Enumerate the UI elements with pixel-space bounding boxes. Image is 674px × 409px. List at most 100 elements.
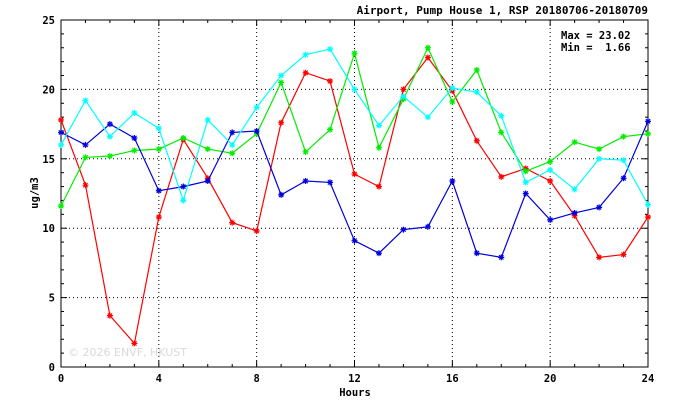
data-point <box>253 128 260 135</box>
y-axis: 0 5 10 15 20 25 <box>42 15 648 374</box>
data-point <box>351 86 358 93</box>
data-point <box>473 66 480 73</box>
data-point <box>82 182 89 189</box>
data-point <box>645 118 651 125</box>
x-tick-label: 0 <box>58 373 64 385</box>
data-point <box>473 137 480 144</box>
data-point <box>82 141 89 148</box>
data-point <box>375 122 382 129</box>
y-tick-label: 5 <box>49 293 55 305</box>
y-tick-label: 0 <box>49 362 55 374</box>
data-point <box>302 51 309 58</box>
data-point <box>424 54 431 61</box>
data-point <box>327 78 334 85</box>
data-point <box>375 144 382 151</box>
data-point <box>424 44 431 51</box>
data-point <box>155 187 162 194</box>
data-point <box>204 178 211 185</box>
data-point <box>547 216 554 223</box>
data-point <box>400 86 407 93</box>
series-4 <box>58 46 651 208</box>
data-point <box>620 251 627 258</box>
data-point <box>302 148 309 155</box>
data-point <box>400 226 407 233</box>
y-axis-label: ug/m3 <box>29 177 41 209</box>
series-3 <box>58 118 651 261</box>
data-point <box>278 191 285 198</box>
x-tick-label: 8 <box>254 373 260 385</box>
data-point <box>155 214 162 221</box>
data-point <box>229 141 236 148</box>
data-point <box>229 129 236 136</box>
data-point <box>473 250 480 257</box>
data-point <box>131 147 138 154</box>
data-point <box>302 69 309 76</box>
data-point <box>58 129 64 136</box>
data-point <box>596 155 603 162</box>
data-point <box>375 183 382 190</box>
data-point <box>498 254 505 261</box>
data-point <box>449 85 456 92</box>
chart-grid <box>61 20 648 367</box>
data-point <box>571 139 578 146</box>
x-tick-label: 20 <box>544 373 557 385</box>
data-point <box>180 183 187 190</box>
data-point <box>82 97 89 104</box>
data-point <box>253 227 260 234</box>
data-point <box>327 179 334 186</box>
x-tick-label: 12 <box>348 373 361 385</box>
data-point <box>449 178 456 185</box>
data-point <box>620 157 627 164</box>
data-point <box>253 104 260 111</box>
data-point <box>645 130 651 137</box>
data-point <box>620 175 627 182</box>
y-tick-label: 20 <box>42 84 55 96</box>
data-point <box>424 114 431 121</box>
series-2 <box>58 44 651 209</box>
x-axis-label: Hours <box>339 387 371 399</box>
data-point <box>351 171 358 178</box>
data-point <box>547 158 554 165</box>
data-point <box>645 214 651 221</box>
series-line <box>60 46 649 207</box>
data-point <box>424 223 431 230</box>
data-point <box>278 79 285 86</box>
data-point <box>180 197 187 204</box>
data-point <box>58 116 64 123</box>
data-point <box>596 146 603 153</box>
data-point <box>229 150 236 157</box>
data-point <box>106 153 113 160</box>
data-point <box>327 126 334 133</box>
data-point <box>596 254 603 261</box>
data-point <box>498 112 505 119</box>
min-annotation: Min = 1.66 <box>561 42 631 54</box>
data-point <box>375 250 382 257</box>
data-point <box>596 204 603 211</box>
data-point <box>155 146 162 153</box>
data-point <box>351 237 358 244</box>
data-point <box>82 154 89 161</box>
data-point <box>351 50 358 57</box>
data-point <box>522 190 529 197</box>
data-point <box>571 209 578 216</box>
data-point <box>131 340 138 347</box>
data-point <box>278 72 285 79</box>
data-point <box>204 116 211 123</box>
x-tick-label: 24 <box>642 373 655 385</box>
data-point <box>58 202 64 209</box>
data-point <box>449 98 456 105</box>
data-point <box>131 134 138 141</box>
data-point <box>547 166 554 173</box>
data-point <box>229 219 236 226</box>
data-point <box>106 121 113 128</box>
data-point <box>498 173 505 180</box>
data-point <box>180 134 187 141</box>
data-point <box>522 168 529 175</box>
watermark: © 2026 ENVF, HKUST <box>68 346 187 359</box>
y-tick-label: 25 <box>42 15 55 27</box>
data-point <box>498 129 505 136</box>
data-point <box>58 141 64 148</box>
data-point <box>571 186 578 193</box>
y-tick-label: 10 <box>42 223 55 235</box>
